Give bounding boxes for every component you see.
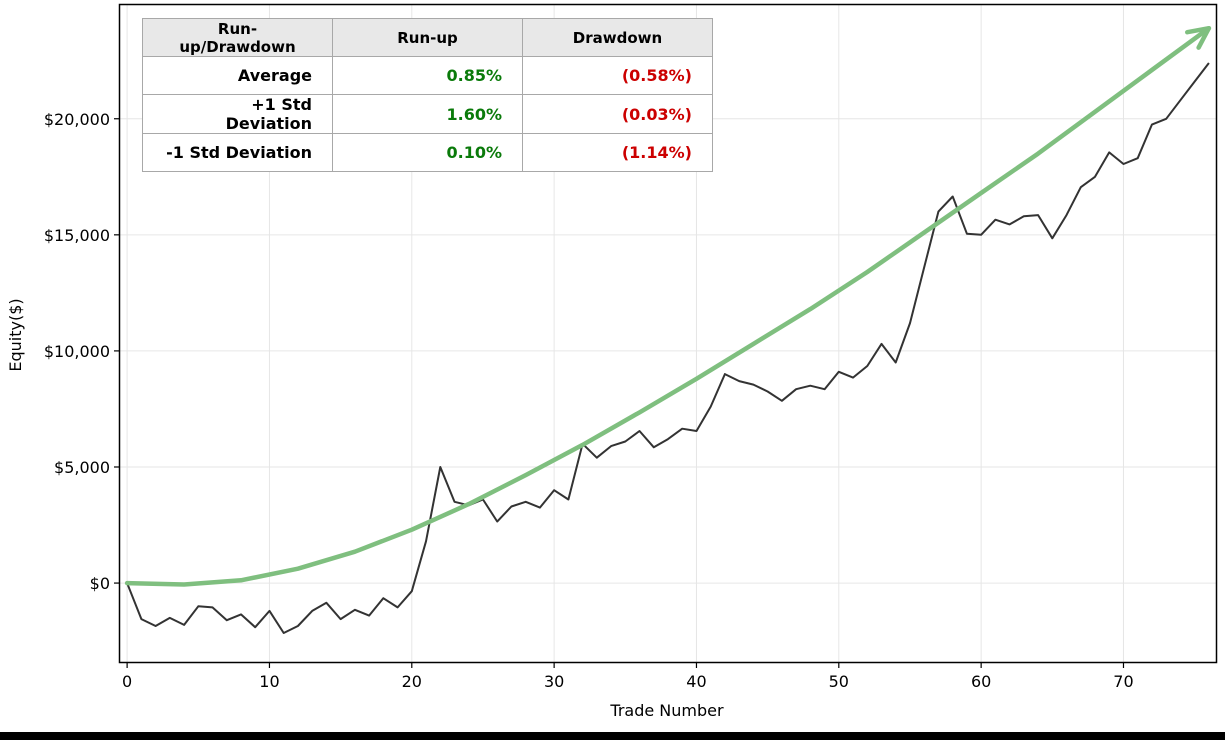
y-tick-label: $10,000 — [44, 342, 110, 361]
drawdown-value: (0.58%) — [522, 56, 713, 95]
x-tick-label: 0 — [122, 672, 132, 691]
run-up-value: 0.85% — [332, 56, 523, 95]
x-tick-label: 20 — [402, 672, 422, 691]
table-row: -1 Std Deviation 0.10% (1.14%) — [142, 133, 713, 172]
x-tick-label: 50 — [829, 672, 849, 691]
trend-arrow-head — [1185, 25, 1212, 50]
header-drawdown: Drawdown — [522, 18, 713, 57]
x-tick-label: 40 — [686, 672, 706, 691]
x-tick-label: 70 — [1113, 672, 1133, 691]
table-row: Average 0.85% (0.58%) — [142, 56, 713, 95]
run-up-value: 1.60% — [332, 94, 523, 134]
x-tick-label: 10 — [259, 672, 279, 691]
row-label: Average — [142, 56, 333, 95]
bottom-border — [0, 732, 1225, 740]
table-row: +1 Std Deviation 1.60% (0.03%) — [142, 94, 713, 134]
run-up-drawdown-table: Run-up/Drawdown Run-up Drawdown Average … — [142, 18, 713, 172]
run-up-value: 0.10% — [332, 133, 523, 172]
x-axis-title: Trade Number — [609, 701, 724, 720]
equity-curve-line — [126, 62, 1210, 634]
table-header-row: Run-up/Drawdown Run-up Drawdown — [142, 18, 713, 57]
y-tick-label: $5,000 — [54, 458, 110, 477]
x-tick-label: 30 — [544, 672, 564, 691]
y-tick-label: $20,000 — [44, 110, 110, 129]
y-axis-title: Equity($) — [6, 298, 25, 371]
plot-frame — [118, 3, 1218, 664]
trend-arrow-line — [124, 25, 1212, 587]
tick-layer: 0 10 20 30 40 50 60 70 $0 $5,000 $10,000 $15,000 $20… — [44, 110, 1134, 691]
y-tick-label: $15,000 — [44, 226, 110, 245]
row-label: +1 Std Deviation — [142, 94, 333, 134]
drawdown-value: (1.14%) — [522, 133, 713, 172]
row-label: -1 Std Deviation — [142, 133, 333, 172]
header-run-up: Run-up — [332, 18, 523, 57]
series-layer — [124, 25, 1212, 634]
drawdown-value: (0.03%) — [522, 94, 713, 134]
y-tick-label: $0 — [90, 574, 110, 593]
x-tick-label: 60 — [971, 672, 991, 691]
header-run-up-drawdown: Run-up/Drawdown — [142, 18, 333, 57]
